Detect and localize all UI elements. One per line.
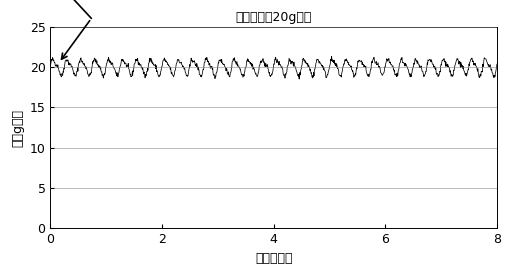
- Y-axis label: 力［g重］: 力［g重］: [11, 108, 24, 147]
- Title: 一定の力（20g重）: 一定の力（20g重）: [236, 11, 312, 24]
- X-axis label: 時間［秒］: 時間［秒］: [255, 252, 292, 265]
